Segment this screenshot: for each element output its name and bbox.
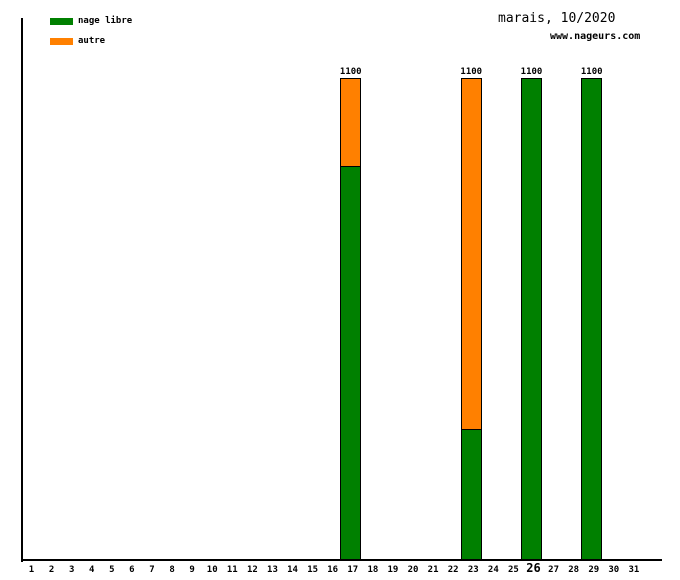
x-axis-label-29: 29 [588, 565, 600, 575]
legend-item-nage-libre: nage libre [50, 17, 132, 26]
x-axis-label-8: 8 [169, 565, 175, 575]
legend-swatch-autre [50, 38, 73, 45]
x-axis-label-28: 28 [568, 565, 580, 575]
x-axis-label-2: 2 [48, 565, 55, 575]
x-axis-label-1: 1 [28, 565, 35, 575]
x-axis-label-4: 4 [89, 565, 95, 575]
x-axis-label-10: 10 [206, 565, 218, 575]
legend-swatch-nage-libre [50, 18, 73, 25]
bar-day-29 [581, 78, 603, 560]
bar-value-label-day-17: 1100 [339, 67, 362, 77]
x-axis-label-22: 22 [447, 565, 459, 575]
x-axis-label-30: 30 [608, 565, 620, 575]
chart-title: marais, 10/2020 [498, 11, 616, 26]
x-axis-label-11: 11 [226, 565, 238, 575]
x-axis-label-15: 15 [307, 565, 319, 575]
x-axis-label-13: 13 [267, 565, 278, 575]
x-axis-label-16: 16 [327, 565, 339, 575]
bar-value-label-day-26: 1100 [520, 67, 543, 77]
x-axis-label-18: 18 [367, 565, 379, 575]
website-url: www.nageurs.com [550, 31, 641, 42]
x-axis-label-20: 20 [407, 565, 419, 575]
x-axis-line [21, 559, 662, 561]
x-axis-label-6: 6 [129, 565, 135, 575]
bar-value-label-day-23: 1100 [460, 67, 483, 77]
x-axis-label-7: 7 [149, 565, 155, 575]
bar-day-26 [521, 78, 542, 560]
x-axis-label-25: 25 [507, 565, 519, 575]
x-axis-label-12: 12 [246, 565, 258, 575]
bar-segment-autre-day-23 [461, 79, 481, 430]
bar-segment-autre-day-17 [341, 79, 361, 167]
y-axis-line [21, 18, 23, 562]
legend-label-autre: autre [78, 36, 106, 46]
legend-item-autre: autre [50, 37, 132, 46]
x-axis-label-19: 19 [387, 565, 399, 575]
x-axis-label-21: 21 [427, 565, 439, 575]
x-axis-label-23: 23 [467, 565, 479, 575]
x-axis-label-5: 5 [109, 565, 115, 575]
x-axis-label-9: 9 [189, 565, 195, 575]
legend-label-nage-libre: nage libre [78, 16, 133, 26]
bar-value-label-day-29: 1100 [580, 67, 603, 77]
x-axis-label-24: 24 [487, 565, 499, 575]
x-axis-label-14: 14 [287, 565, 298, 575]
legend: nage libre autre [50, 17, 132, 57]
x-axis-label-31: 31 [628, 565, 640, 575]
bar-day-23 [460, 78, 482, 560]
x-axis-label-26: 26 [526, 561, 541, 575]
bar-day-17 [340, 78, 362, 560]
x-axis-label-3: 3 [68, 565, 75, 575]
x-axis-label-27: 27 [548, 565, 559, 575]
x-axis-label-17: 17 [347, 565, 359, 575]
